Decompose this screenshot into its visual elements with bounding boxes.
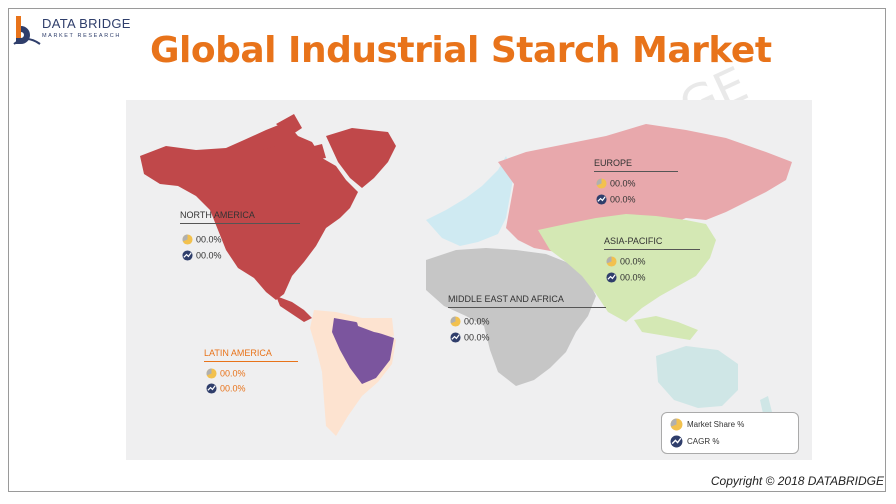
- map-western-europe[interactable]: [426, 156, 514, 246]
- map-brazil[interactable]: [332, 318, 394, 384]
- trend-gauge-icon: [596, 194, 607, 205]
- brand-tagline: MARKET RESEARCH: [42, 33, 121, 39]
- region-divider: [448, 307, 606, 308]
- map-asia-pacific[interactable]: [538, 214, 716, 322]
- world-map: [126, 100, 812, 460]
- region-name: NORTH AMERICA: [180, 210, 255, 220]
- region-name: LATIN AMERICA: [204, 348, 272, 358]
- market-share-value: 00.0%: [596, 178, 636, 189]
- map-australia[interactable]: [656, 346, 738, 408]
- map-middle-east-africa[interactable]: [426, 248, 596, 386]
- map-southeast-asia[interactable]: [634, 316, 698, 340]
- data-bridge-logo-icon: [13, 16, 41, 45]
- map-greenland[interactable]: [326, 128, 396, 188]
- cagr-value: 00.0%: [606, 272, 646, 283]
- market-share-value: 00.0%: [606, 256, 646, 267]
- region-divider: [204, 361, 298, 362]
- map-north-america[interactable]: [140, 122, 358, 300]
- world-map-svg: [140, 114, 792, 436]
- region-divider: [180, 223, 300, 224]
- region-name: EUROPE: [594, 158, 633, 168]
- map-central-america[interactable]: [276, 296, 312, 322]
- pie-chart-icon: [670, 418, 683, 431]
- pie-chart-icon: [450, 316, 461, 327]
- pie-chart-icon: [206, 368, 217, 379]
- region-name: MIDDLE EAST AND AFRICA: [448, 294, 564, 304]
- brand-name: DATA BRIDGE: [42, 16, 131, 31]
- pie-chart-icon: [182, 234, 193, 245]
- region-name: ASIA-PACIFIC: [604, 236, 663, 246]
- copyright-notice: Copyright © 2018 DATABRIDGE: [710, 474, 884, 488]
- legend-cagr: CAGR %: [670, 435, 719, 448]
- trend-gauge-icon: [670, 435, 683, 448]
- region-divider: [604, 249, 700, 250]
- cagr-value: 00.0%: [596, 194, 636, 205]
- page-title: Global Industrial Starch Market: [150, 30, 772, 71]
- trend-gauge-icon: [606, 272, 617, 283]
- map-guianas[interactable]: [356, 318, 394, 336]
- legend-market-share: Market Share %: [670, 418, 744, 431]
- brand-logo: DATA BRIDGE MARKET RESEARCH: [12, 14, 132, 48]
- cagr-value: 00.0%: [450, 332, 490, 343]
- trend-gauge-icon: [206, 383, 217, 394]
- cagr-value: 00.0%: [182, 250, 222, 261]
- market-share-value: 00.0%: [206, 368, 246, 379]
- region-divider: [594, 171, 678, 172]
- trend-gauge-icon: [182, 250, 193, 261]
- market-share-value: 00.0%: [182, 234, 222, 245]
- map-europe[interactable]: [498, 124, 792, 252]
- map-legend: Market Share % CAGR %: [661, 412, 799, 454]
- pie-chart-icon: [606, 256, 617, 267]
- map-arctic-islands[interactable]: [256, 114, 326, 160]
- trend-gauge-icon: [450, 332, 461, 343]
- cagr-value: 00.0%: [206, 383, 246, 394]
- pie-chart-icon: [596, 178, 607, 189]
- market-share-value: 00.0%: [450, 316, 490, 327]
